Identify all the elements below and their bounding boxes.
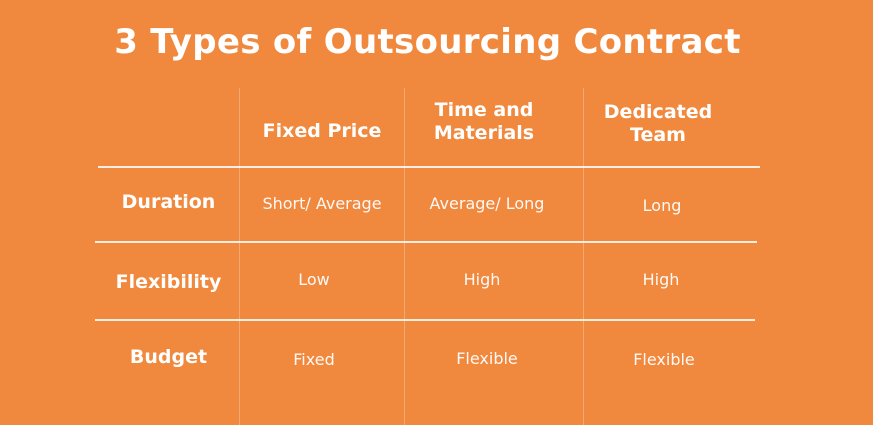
cell-duration-fixed-price: Short/ Average [262,194,382,214]
column-divider [404,88,405,425]
row-header-flexibility: Flexibility [115,270,222,293]
page-title: 3 Types of Outsourcing Contract [114,22,741,62]
column-divider [239,88,240,425]
cell-flexibility-fixed-price: Low [298,270,330,290]
column-header-fixed-price: Fixed Price [262,119,382,142]
cell-budget-dedicated-team: Flexible [633,350,695,370]
column-divider [583,88,584,425]
row-divider [98,166,760,168]
row-header-budget: Budget [129,345,208,368]
cell-duration-time-and-materials: Average/ Long [429,194,545,214]
cell-duration-dedicated-team: Long [642,196,682,216]
row-divider [95,241,757,243]
column-header-dedicated-team: Dedicated Team [603,101,713,146]
cell-budget-time-and-materials: Flexible [456,349,518,369]
row-header-duration: Duration [121,190,216,213]
cell-flexibility-dedicated-team: High [642,270,680,290]
cell-flexibility-time-and-materials: High [463,270,501,290]
column-header-time-and-materials: Time and Materials [433,99,535,144]
cell-budget-fixed-price: Fixed [293,350,335,370]
row-divider [95,319,755,321]
